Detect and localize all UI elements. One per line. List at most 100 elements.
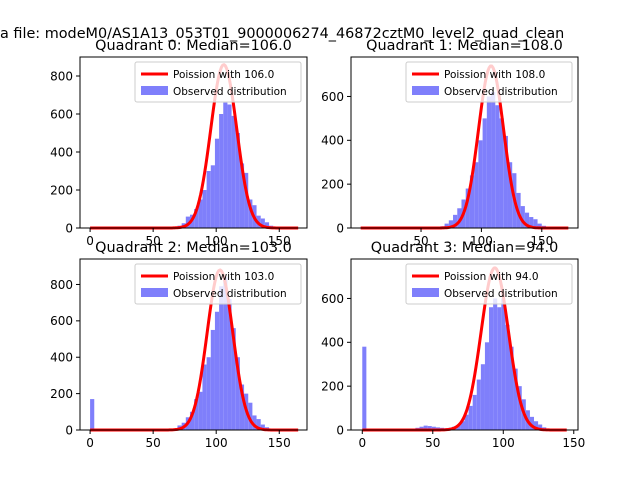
histogram-bar	[90, 399, 95, 430]
x-tick-label: 50	[413, 234, 428, 248]
histogram-bar	[520, 206, 525, 228]
histogram-bar	[453, 214, 458, 228]
y-tick-label: 400	[321, 134, 344, 148]
x-tick-label: 150	[268, 436, 291, 450]
histogram-bar	[537, 223, 542, 228]
histogram-bar	[248, 199, 253, 228]
legend-fit-label: Poission with 94.0	[444, 271, 539, 283]
histogram-bar	[469, 175, 475, 228]
x-tick-label: 100	[470, 234, 493, 248]
histogram-bar	[524, 212, 530, 228]
histogram-bar	[235, 133, 240, 228]
figure-suptitle: a file: modeM0/AS1A13_053T01_9000006274_…	[0, 26, 564, 42]
histogram-bar	[219, 114, 224, 228]
x-tick-label: 50	[146, 436, 161, 450]
histogram-bar	[223, 102, 228, 228]
y-tick-label: 200	[321, 379, 344, 393]
legend-hist-label: Observed distribution	[444, 86, 558, 98]
histogram-bar	[478, 140, 483, 228]
histogram-bar	[194, 209, 199, 228]
histogram-bar	[464, 414, 469, 430]
axes-frame	[79, 258, 308, 431]
legend-hist-swatch	[141, 288, 168, 297]
x-tick-label: 150	[530, 234, 553, 248]
histogram-bar	[223, 277, 228, 430]
histogram-bar	[448, 220, 454, 228]
histogram-bar	[260, 218, 265, 228]
histogram-bar	[214, 138, 220, 228]
histogram-bar	[214, 311, 220, 430]
histogram-bar	[252, 415, 257, 430]
subplot-3: 0 50 100 150 0 200 400 600 Quadrant 3: Median=94…	[321, 240, 585, 450]
histogram-bar	[529, 217, 534, 228]
histogram-bar	[239, 163, 245, 228]
legend-hist-swatch	[141, 86, 168, 95]
y-tick-label: 600	[321, 292, 344, 306]
legend-box	[405, 61, 573, 103]
y-tick-label: 400	[50, 145, 73, 159]
histogram-bar	[482, 118, 487, 228]
x-tick-label: 50	[425, 436, 440, 450]
subplot-title: Quadrant 1: Median=108.0	[366, 38, 563, 54]
histogram-bar	[497, 307, 502, 430]
y-tick-label: 0	[336, 423, 344, 437]
histogram-bar	[227, 104, 232, 228]
x-tick-label: 100	[205, 234, 228, 248]
histogram-bar	[231, 115, 236, 228]
histogram-bar	[260, 424, 265, 430]
legend-hist-label: Observed distribution	[173, 86, 287, 98]
axes-frame	[350, 56, 579, 229]
y-tick-label: 800	[50, 278, 73, 292]
histogram-bar	[210, 165, 215, 228]
y-tick-label: 0	[65, 221, 73, 235]
legend: Poission with 103.0 Observed distribution	[134, 263, 302, 305]
legend-hist-label: Observed distribution	[173, 288, 287, 300]
histogram-bar	[529, 416, 535, 430]
histogram-bar	[456, 425, 461, 430]
legend-hist-swatch	[412, 86, 439, 95]
histogram-bar	[185, 216, 190, 228]
histogram-bar	[513, 368, 518, 430]
histogram-bar	[189, 411, 195, 430]
histogram-bar	[423, 425, 428, 430]
y-tick-label: 200	[321, 177, 344, 191]
histogram-bar	[194, 399, 199, 430]
histogram-bar	[419, 426, 424, 430]
legend: Poission with 94.0 Observed distribution	[405, 263, 573, 305]
x-tick-label: 0	[86, 234, 94, 248]
histogram-bar	[499, 118, 504, 228]
histogram-bar	[480, 364, 485, 430]
histogram-bar	[264, 222, 270, 228]
legend-box	[405, 263, 573, 305]
subplot-title: Quadrant 2: Median=103.0	[95, 240, 292, 256]
histogram-bar	[509, 346, 514, 430]
histogram-bar	[489, 307, 494, 430]
legend-fit-label: Poission with 108.0	[444, 69, 545, 81]
histogram-bar	[491, 92, 496, 228]
histogram-bar	[235, 357, 240, 430]
legend: Poission with 108.0 Observed distribution	[405, 61, 573, 103]
y-tick-label: 200	[50, 387, 73, 401]
subplot-1: 50 100 150 0 200 400 600 Quadrant 1: Median=108…	[321, 38, 579, 248]
histogram-bar	[444, 223, 449, 228]
x-tick-label: 150	[268, 234, 291, 248]
y-tick-label: 400	[321, 336, 344, 350]
legend-fit-label: Poission with 106.0	[173, 69, 274, 81]
histogram-bar	[505, 324, 510, 430]
subplot-title: Quadrant 3: Median=94.0	[371, 240, 559, 256]
histogram-bar	[202, 190, 207, 228]
histogram-bar	[460, 421, 465, 430]
histogram-bar	[362, 346, 367, 430]
x-tick-label: 150	[562, 436, 585, 450]
histogram-bar	[517, 386, 522, 430]
histogram-bar	[239, 384, 245, 430]
histogram-bar	[501, 298, 506, 430]
legend-fit-label: Poission with 103.0	[173, 271, 274, 283]
histogram-bar	[431, 426, 436, 430]
y-tick-label: 600	[50, 107, 73, 121]
histogram-bar	[198, 199, 203, 228]
histogram-bar	[474, 162, 479, 228]
y-tick-label: 800	[50, 69, 73, 83]
legend-box	[134, 61, 302, 103]
